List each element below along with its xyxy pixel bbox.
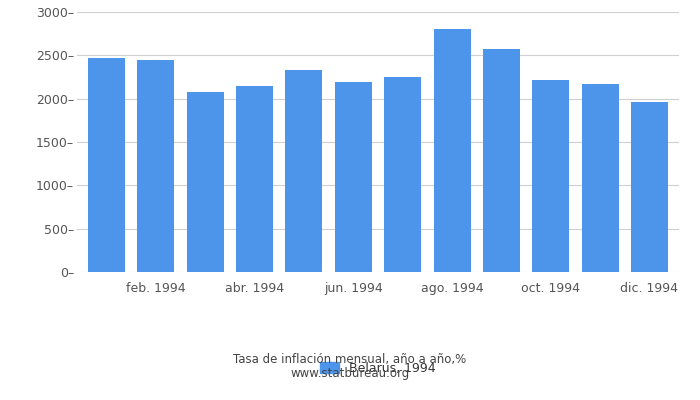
Bar <box>631 102 668 272</box>
Bar <box>286 70 323 272</box>
Bar <box>236 86 273 272</box>
Bar <box>433 29 470 272</box>
Bar <box>187 92 224 272</box>
Bar <box>483 49 520 272</box>
Bar <box>384 77 421 272</box>
Legend: Belarus, 1994: Belarus, 1994 <box>321 362 435 375</box>
Text: www.statbureau.org: www.statbureau.org <box>290 368 410 380</box>
Bar <box>582 84 619 272</box>
Bar <box>137 60 174 272</box>
Bar <box>335 82 372 272</box>
Text: Tasa de inflación mensual, año a año,%: Tasa de inflación mensual, año a año,% <box>233 354 467 366</box>
Bar <box>88 58 125 272</box>
Bar <box>532 80 569 272</box>
